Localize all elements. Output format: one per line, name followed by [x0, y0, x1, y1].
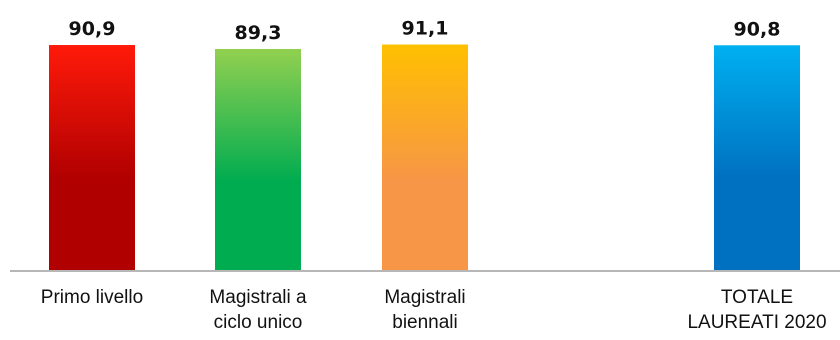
labels-group: 90,9 Primo livello 89,3 Magistrali a ciclo u… — [41, 18, 827, 333]
bar-1 — [215, 48, 301, 270]
category-label-1: Magistrali a ciclo unico — [209, 287, 307, 333]
bars-group — [49, 44, 800, 271]
value-label-2: 91,1 — [402, 18, 449, 40]
category-label-0: Primo livello — [41, 287, 143, 308]
category-label-3: TOTALE LAUREATI 2020 — [687, 287, 826, 333]
bar-0 — [49, 45, 135, 271]
value-label-0: 90,9 — [69, 18, 116, 40]
bar-3 — [714, 45, 800, 270]
value-label-1: 89,3 — [235, 22, 282, 44]
category-label-2: Magistrali biennali — [384, 287, 465, 333]
value-label-3: 90,8 — [734, 18, 781, 40]
bar-2 — [382, 44, 468, 271]
